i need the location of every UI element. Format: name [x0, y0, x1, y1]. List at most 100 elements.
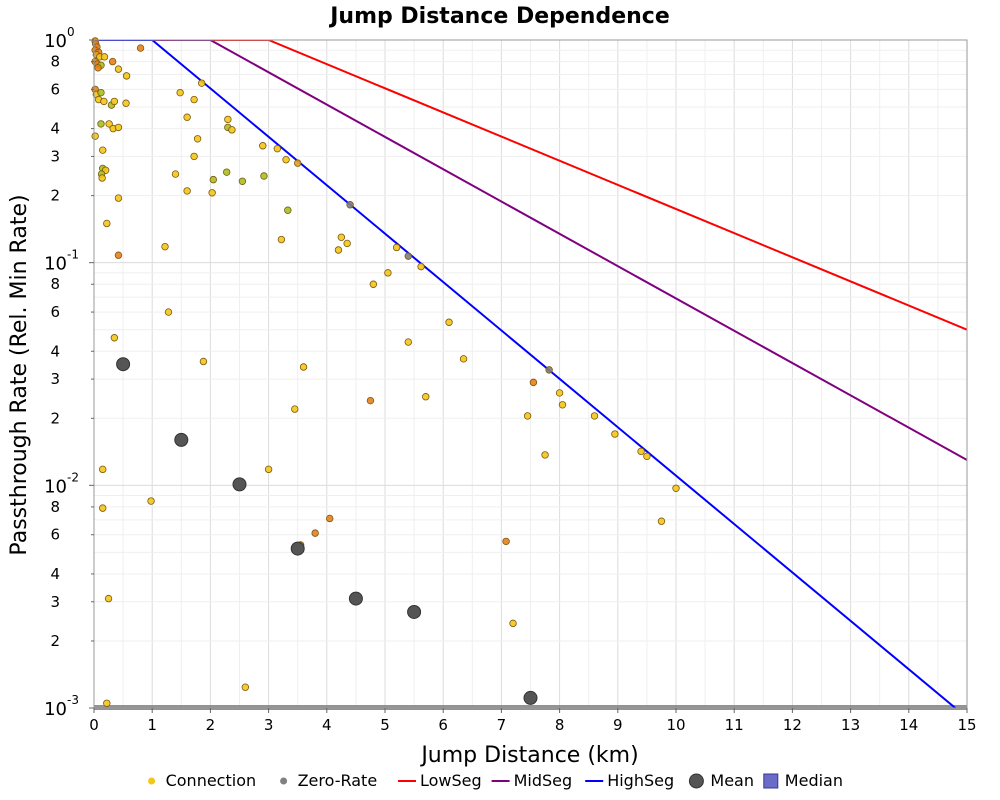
connection-point: [103, 219, 111, 228]
connection-point: [147, 497, 155, 505]
connection-point: [171, 170, 180, 178]
x-tick-label: 15: [957, 716, 976, 734]
mean-point: [116, 357, 131, 372]
connection-point: [502, 537, 510, 546]
connection-point: [105, 120, 113, 128]
x-tick-label: 5: [380, 716, 390, 734]
y-minor-tick-label: 6: [50, 526, 60, 544]
legend-item-zero-rate: Zero-Rate: [280, 771, 377, 790]
connection-point: [311, 529, 319, 537]
connection-point: [643, 452, 651, 461]
connection-point: [294, 159, 302, 167]
connection-point: [97, 120, 105, 128]
y-minor-tick-label: 8: [50, 275, 60, 293]
connection-point: [110, 97, 119, 106]
series-line-highseg: [94, 40, 956, 708]
connection-point: [545, 366, 553, 374]
y-minor-tick-label: 2: [50, 632, 60, 650]
connection-point: [459, 355, 468, 363]
connection-point: [91, 132, 99, 140]
y-tick-label: 10: [44, 699, 67, 720]
legend-label: LowSeg: [420, 771, 482, 790]
connection-point: [122, 99, 130, 107]
x-tick-label: 6: [438, 716, 448, 734]
connection-point: [176, 88, 184, 97]
series-line-lowseg: [94, 40, 967, 331]
legend-label: Median: [785, 771, 843, 790]
y-tick-label: 10: [44, 476, 67, 497]
connection-point: [637, 447, 645, 456]
connection-point: [104, 594, 113, 603]
legend-swatch: [148, 777, 156, 785]
connection-point: [208, 189, 216, 197]
y-minor-tick-label: 3: [50, 593, 60, 611]
connection-point: [99, 465, 107, 474]
mean-point: [174, 432, 189, 447]
connection-point: [273, 144, 282, 153]
connection-point: [114, 194, 123, 202]
legend-label: HighSeg: [607, 771, 674, 790]
connection-point: [209, 175, 218, 184]
connection-point: [108, 57, 117, 66]
x-axis: 0 1 2 3 4 5 6 7 8 9 10 11 12 13 14 15: [89, 708, 977, 734]
connection-point: [282, 156, 290, 164]
y-tick-exponent: -3: [67, 693, 79, 707]
legend-label: Connection: [166, 771, 257, 790]
connection-point: [259, 142, 267, 150]
legend-item-mean: Mean: [688, 771, 754, 790]
connection-point: [422, 393, 430, 401]
legend-label: Mean: [710, 771, 754, 790]
x-tick-label: 0: [89, 716, 99, 734]
x-tick-label: 8: [555, 716, 565, 734]
connection-point: [260, 172, 268, 180]
mean-point: [523, 690, 538, 705]
y-tick-exponent: 0: [67, 25, 75, 39]
connection-point: [284, 206, 292, 214]
mean-point: [348, 591, 363, 606]
connection-point: [110, 334, 119, 342]
legend-label: Zero-Rate: [298, 771, 378, 790]
connection-point: [346, 201, 354, 209]
connection-point: [99, 146, 107, 154]
connection-point: [529, 378, 538, 387]
connection-point: [224, 115, 232, 124]
connection-point: [238, 177, 247, 185]
connection-point: [97, 88, 105, 97]
y-minor-tick-label: 8: [50, 53, 60, 71]
legend-item-median: Median: [763, 771, 843, 790]
connection-point: [611, 430, 619, 438]
connection-point: [122, 72, 131, 80]
connection-point: [100, 53, 109, 61]
connection-point: [199, 357, 208, 366]
connection-point: [657, 517, 666, 525]
connection-point: [509, 619, 517, 628]
legend-swatch: [280, 777, 288, 785]
connection-point: [183, 187, 191, 195]
plot-area: [91, 37, 968, 710]
y-axis-label: Passthrough Rate (Rel. Min Rate): [7, 194, 32, 555]
connection-point: [369, 280, 378, 288]
legend-item-lowseg: LowSeg: [398, 771, 482, 790]
legend-swatch: [763, 773, 779, 789]
connection-point: [523, 412, 532, 420]
connection-point: [103, 699, 111, 707]
legend: Connection Zero-Rate LowSeg MidSeg HighSeg Me…: [148, 771, 843, 790]
y-minor-tick-label: 3: [50, 147, 60, 165]
connection-point: [164, 308, 173, 316]
connection-point: [193, 135, 202, 143]
connection-point: [590, 412, 599, 420]
connection-point: [99, 504, 107, 512]
connection-point: [98, 174, 106, 182]
legend-item-midseg: MidSeg: [491, 771, 572, 790]
connection-point: [100, 97, 108, 106]
y-minor-tick-label: 4: [50, 120, 60, 138]
connection-point: [136, 44, 145, 52]
y-tick-label: 10: [44, 254, 67, 275]
x-tick-label: 14: [899, 716, 918, 734]
connection-point: [94, 64, 102, 72]
legend-item-connection: Connection: [148, 771, 256, 790]
connection-point: [326, 514, 334, 523]
y-minor-tick-label: 2: [50, 187, 60, 205]
connection-point: [558, 401, 567, 409]
connection-point: [228, 126, 236, 134]
